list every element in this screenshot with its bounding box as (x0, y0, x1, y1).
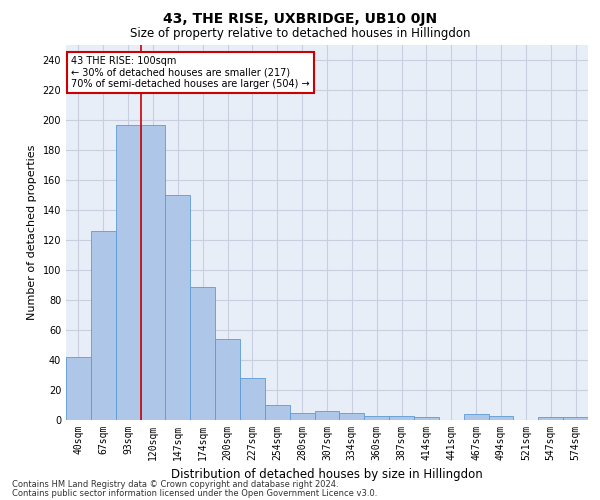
Bar (290, 412, 314, 420)
Bar (340, 412, 364, 420)
Bar (563, 417, 588, 420)
Bar (265, 405, 290, 420)
X-axis label: Distribution of detached houses by size in Hillingdon: Distribution of detached houses by size … (171, 468, 483, 481)
Bar (464, 414, 488, 420)
Text: Contains public sector information licensed under the Open Government Licence v3: Contains public sector information licen… (12, 488, 377, 498)
Text: Contains HM Land Registry data © Crown copyright and database right 2024.: Contains HM Land Registry data © Crown c… (12, 480, 338, 489)
Bar (66, 357, 91, 420)
Bar (538, 417, 563, 420)
Bar (140, 124, 166, 420)
Bar (488, 416, 514, 420)
Bar (389, 416, 414, 420)
Bar (91, 231, 116, 420)
Bar (314, 411, 340, 420)
Bar (190, 286, 215, 420)
Text: Size of property relative to detached houses in Hillingdon: Size of property relative to detached ho… (130, 28, 470, 40)
Bar (414, 417, 439, 420)
Bar (166, 195, 190, 420)
Bar (240, 378, 265, 420)
Text: 43 THE RISE: 100sqm
← 30% of detached houses are smaller (217)
70% of semi-detac: 43 THE RISE: 100sqm ← 30% of detached ho… (71, 56, 310, 90)
Bar (215, 339, 240, 420)
Text: 43, THE RISE, UXBRIDGE, UB10 0JN: 43, THE RISE, UXBRIDGE, UB10 0JN (163, 12, 437, 26)
Y-axis label: Number of detached properties: Number of detached properties (27, 145, 37, 320)
Bar (116, 124, 140, 420)
Bar (364, 416, 389, 420)
